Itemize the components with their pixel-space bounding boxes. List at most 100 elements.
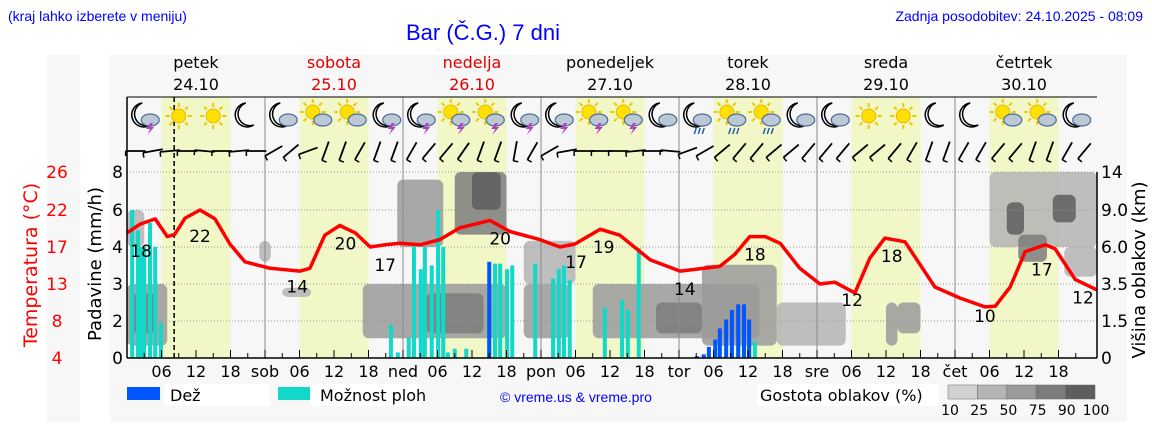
- wind-barb-shaft: [625, 149, 646, 153]
- wind-barb-shaft: [975, 141, 987, 161]
- sun-ray: [1008, 102, 1013, 107]
- temp-tick-label: 17: [46, 238, 68, 258]
- copyright-link[interactable]: © vreme.us & vreme.pro: [500, 389, 652, 405]
- wind-barb-icon: [390, 141, 399, 163]
- sun-ray: [893, 121, 898, 126]
- showers-bar: [441, 247, 446, 358]
- legend-density-bg: [757, 384, 939, 406]
- showers-bar: [636, 248, 641, 358]
- wind-barb-icon: [924, 141, 934, 163]
- rain-bar: [487, 261, 492, 358]
- location-hint-link[interactable]: (kraj lahko izberete v meniju): [8, 8, 187, 24]
- wind-barb-shaft: [354, 141, 366, 161]
- precip-axis-title: Padavine (mm/h): [85, 187, 106, 341]
- cloud-shape: [313, 113, 333, 127]
- sun-ray: [337, 117, 342, 122]
- wind-barb-icon: [512, 140, 519, 163]
- wind-barb-icon: [677, 146, 698, 160]
- x-tick-label: 12: [876, 362, 896, 381]
- sun-ray: [613, 117, 618, 122]
- showers-bar: [620, 299, 625, 358]
- wind-barb-icon: [124, 150, 146, 156]
- wind-barb-shaft: [749, 142, 764, 160]
- wind-barb-shaft: [321, 141, 330, 161]
- wind-barb-feather: [321, 159, 327, 163]
- sun-ray: [578, 117, 584, 122]
- raindrop-shape: [693, 127, 697, 135]
- cloud-patch: [1052, 194, 1076, 223]
- wind-barb-icon: [801, 142, 816, 163]
- temperature-label: 17: [1031, 261, 1053, 281]
- cloud-patch: [886, 302, 898, 346]
- x-tick-label: 06: [703, 362, 723, 381]
- sun-icon: [200, 103, 227, 129]
- moon-shape: [959, 102, 979, 128]
- sun-shape: [861, 108, 877, 124]
- cloud-axis-title: Višina oblakov (km): [1129, 181, 1150, 358]
- density-level-label: 10: [941, 403, 959, 419]
- cloud-height-tick-label: 6.0: [1101, 238, 1128, 258]
- x-tick-label: 12: [600, 362, 620, 381]
- sun-ray: [716, 117, 722, 122]
- x-tick-label: 18: [910, 362, 930, 381]
- precip-tick-label: 3: [112, 275, 123, 295]
- cloud-shape: [1003, 113, 1023, 127]
- wind-barb-feather: [540, 155, 545, 161]
- rain-bar: [717, 328, 722, 358]
- lightning-shape: [387, 123, 396, 135]
- density-level-label: 75: [1029, 403, 1047, 419]
- temp-tick-label: 22: [46, 201, 68, 221]
- wind-barb-shaft: [677, 146, 698, 156]
- wind-barb-icon: [338, 141, 347, 163]
- showers-bar: [493, 263, 497, 358]
- temp-tick-label: 8: [52, 312, 63, 332]
- wind-barb-icon: [321, 141, 330, 163]
- x-tick-label: 18: [772, 362, 792, 381]
- raindrop-shape: [766, 127, 770, 135]
- wind-barb-feather: [958, 159, 964, 163]
- wind-barb-shaft: [887, 142, 902, 160]
- wind-barb-feather: [869, 156, 874, 162]
- wind-barb-icon: [851, 143, 869, 162]
- wind-barb-icon: [607, 150, 629, 156]
- cloud-shape: [692, 113, 712, 127]
- sun-ray: [490, 102, 496, 107]
- wind-barb-icon: [906, 141, 918, 163]
- rain-bar: [706, 346, 711, 358]
- wind-barb-feather: [835, 158, 841, 163]
- showers-bar: [602, 307, 607, 358]
- x-tick-label: 12: [324, 362, 344, 381]
- wind-barb-icon: [211, 150, 232, 156]
- lightning-shape: [491, 123, 500, 135]
- legend-rain-bg: [164, 384, 270, 406]
- lightning-shape: [456, 123, 465, 135]
- legend-showers-bg: [311, 384, 421, 406]
- day-date: 29.10: [863, 75, 909, 94]
- raindrop-shape: [728, 127, 732, 135]
- cloud-shape: [658, 113, 678, 127]
- showers-bar: [142, 247, 147, 358]
- x-tick-label: 06: [427, 362, 447, 381]
- temperature-label: 18: [130, 242, 152, 262]
- legend-rain-swatch: [127, 387, 160, 400]
- wind-barb-feather: [782, 156, 788, 162]
- moon-cloud-icon: [1062, 102, 1092, 128]
- chart-title: Bar (Č.G.) 7 dni: [406, 20, 560, 45]
- cloud-shape: [796, 113, 816, 127]
- wind-barb-icon: [749, 142, 764, 163]
- showers-bar: [158, 322, 163, 358]
- wind-barb-icon: [659, 149, 681, 156]
- temperature-label: 19: [593, 238, 615, 258]
- sun-ray: [352, 102, 358, 107]
- sun-ray: [751, 102, 756, 107]
- sun-ray: [1042, 102, 1048, 107]
- wind-barb-icon: [991, 142, 1006, 163]
- sun-cloud-icon: [989, 99, 1023, 127]
- temperature-label: 17: [565, 253, 587, 273]
- day-date: 26.10: [449, 75, 495, 94]
- wind-barb-feather: [439, 158, 445, 163]
- sun-ray: [992, 102, 998, 107]
- legend: Dež Možnost ploh © vreme.us & vreme.pro …: [127, 384, 1109, 419]
- wind-barb-shaft: [493, 141, 503, 161]
- moon-icon: [959, 102, 979, 128]
